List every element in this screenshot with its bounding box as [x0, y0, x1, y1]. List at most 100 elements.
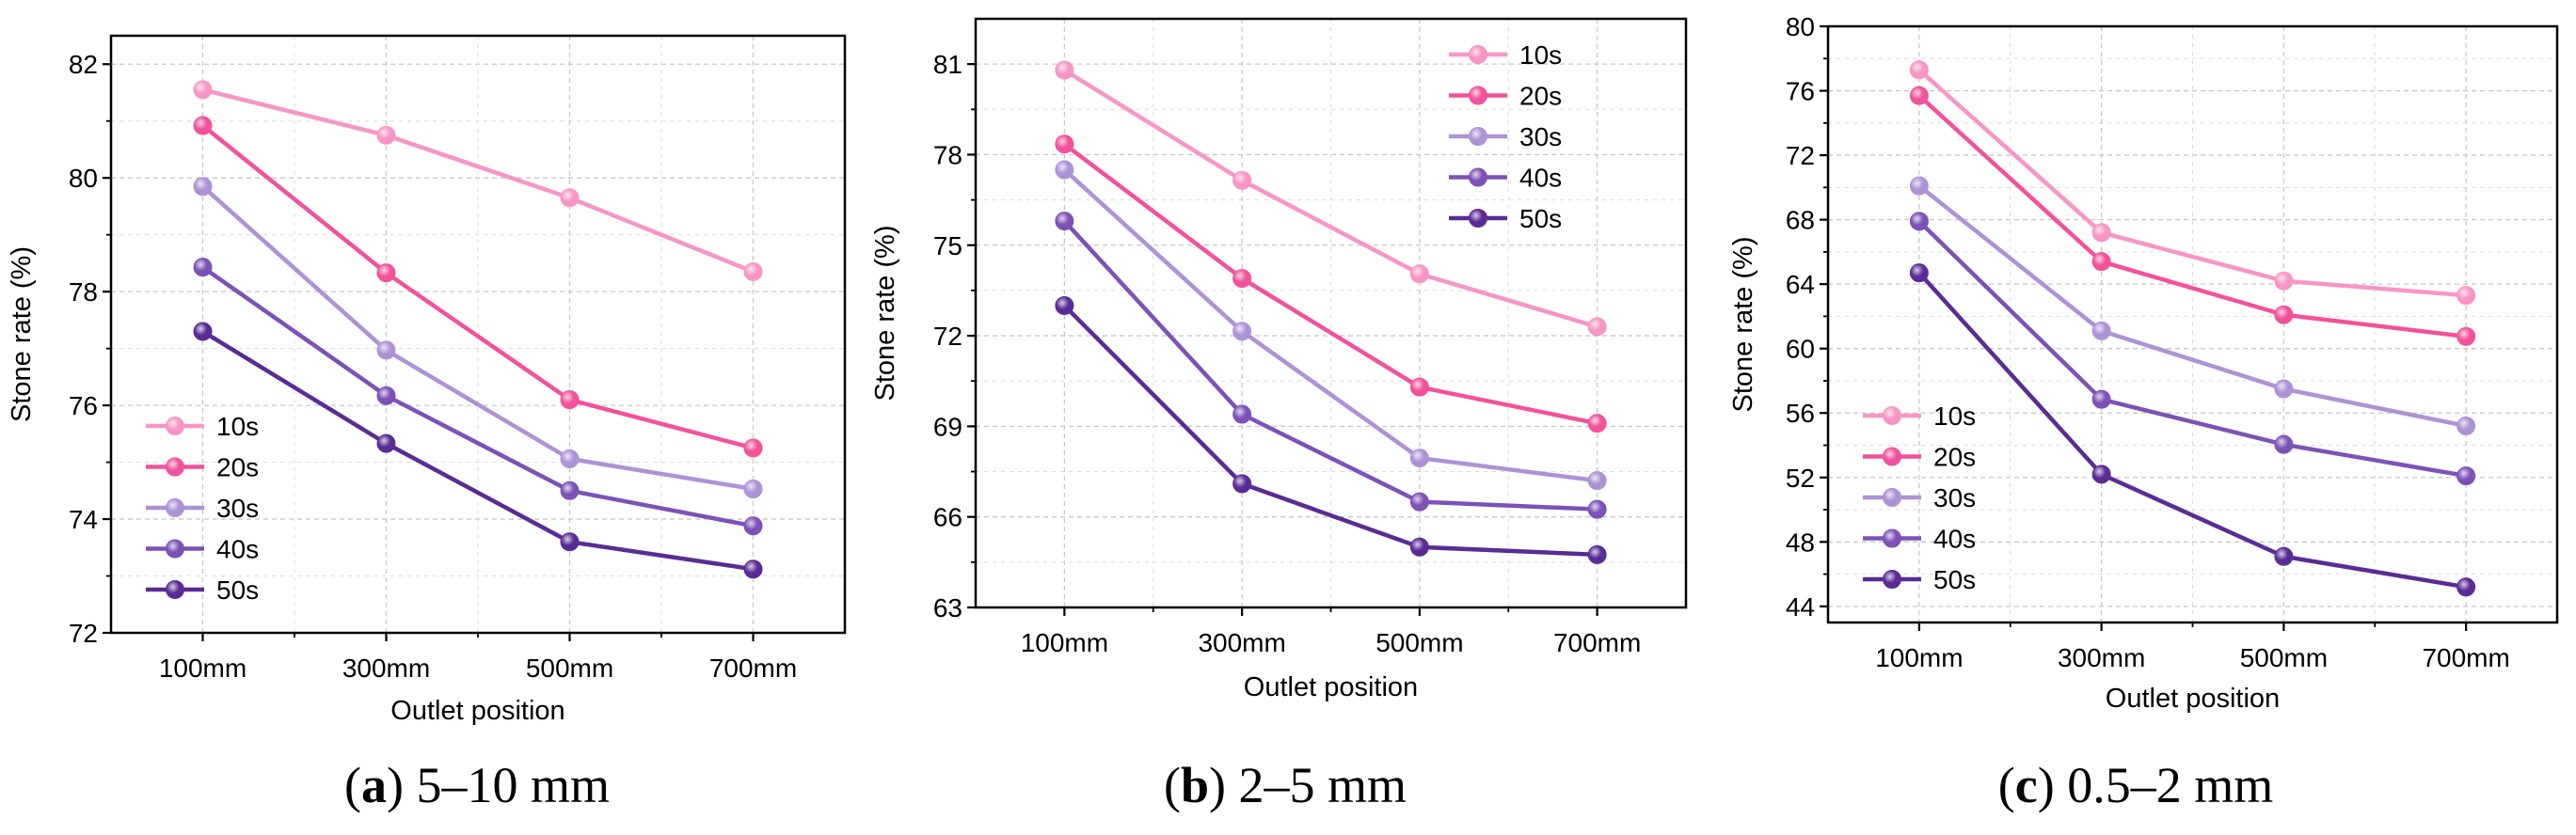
- chart-b-point-20s: [1055, 134, 1074, 154]
- chart-a-xtick-label: 500mm: [526, 654, 613, 683]
- chart-c-legend-label-30s: 30s: [1933, 483, 1976, 512]
- chart-b-point-50s: [1232, 474, 1252, 494]
- chart-c-series-line-20s: [1917, 94, 2467, 339]
- chart-b-legend-marker-20s: [1469, 86, 1487, 105]
- chart-a-xtick-label: 700mm: [709, 654, 797, 683]
- chart-c-point-40s: [2091, 389, 2111, 409]
- chart-b-legend-marker-40s: [1469, 167, 1487, 187]
- chart-b-legend-label-50s: 50s: [1519, 204, 1562, 233]
- chart-c-point-20s: [2457, 326, 2476, 346]
- chart-a-legend-marker-20s: [166, 457, 184, 477]
- chart-b-ytick-label: 78: [933, 140, 962, 169]
- chart-c-legend-label-50s: 50s: [1933, 565, 1976, 594]
- chart-a-point-30s: [193, 177, 213, 197]
- chart-a-point-40s: [560, 481, 580, 500]
- chart-b-series-line-50s: [1062, 304, 1598, 558]
- chart-c-legend-marker-40s: [1883, 528, 1901, 548]
- chart-b-legend-label-20s: 20s: [1519, 82, 1562, 111]
- caption-a-text: 5–10 mm: [416, 757, 610, 813]
- chart-a-series-line-20s: [201, 123, 755, 450]
- chart-b-legend-marker-50s: [1469, 209, 1487, 228]
- chart-b-series-line-20s: [1063, 142, 1598, 426]
- chart-b-point-40s: [1587, 499, 1607, 519]
- chart-a-ytick-label: 80: [69, 164, 98, 193]
- chart-c-ytick-label: 44: [1786, 592, 1815, 622]
- chart-a-point-30s: [743, 479, 763, 498]
- chart-c-point-50s: [2091, 465, 2111, 484]
- chart-b-ytick-label: 72: [933, 322, 962, 351]
- chart-b-point-50s: [1409, 537, 1429, 557]
- chart-a-legend-label-30s: 30s: [216, 494, 259, 523]
- chart-a-point-20s: [560, 390, 580, 410]
- chart-c-legend-marker-20s: [1883, 447, 1901, 466]
- chart-c-point-30s: [2457, 416, 2476, 435]
- chart-a-ytick-label: 76: [69, 391, 98, 420]
- chart-a-ylabel: Stone rate (%): [7, 246, 37, 422]
- chart-c-ytick-label: 76: [1786, 77, 1815, 106]
- chart-a-ytick-label: 78: [69, 277, 98, 307]
- chart-b-point-40s: [1055, 212, 1074, 231]
- chart-b-legend-label-30s: 30s: [1519, 122, 1562, 151]
- chart-c-point-30s: [2091, 321, 2111, 340]
- chart-c-series-line-30s: [1917, 183, 2467, 429]
- chart-c-legend-marker-30s: [1883, 488, 1901, 507]
- chart-c-ytick-label: 72: [1786, 141, 1815, 170]
- chart-c-point-10s: [2274, 271, 2294, 291]
- chart-b-point-20s: [1409, 377, 1429, 397]
- chart-c-point-30s: [1909, 176, 1929, 196]
- chart-c-point-20s: [1909, 86, 1929, 105]
- chart-b-point-10s: [1409, 264, 1429, 284]
- chart-a-legend-marker-40s: [166, 539, 184, 559]
- chart-a-point-10s: [193, 80, 213, 100]
- chart-a-point-20s: [743, 438, 763, 458]
- chart-c-point-10s: [2091, 223, 2111, 243]
- chart-a-ytick-label: 72: [69, 619, 98, 648]
- chart-c-point-50s: [2457, 577, 2476, 597]
- chart-c-series-line-50s: [1917, 271, 2467, 590]
- chart-b-series-line-30s: [1062, 167, 1598, 483]
- chart-a-legend-marker-50s: [166, 580, 184, 599]
- chart-c-legend-label-20s: 20s: [1933, 443, 1976, 472]
- chart-a-series-line-50s: [201, 329, 754, 572]
- chart-a-legend-marker-30s: [166, 498, 184, 517]
- chart-c-series-line-10s: [1917, 68, 2467, 298]
- chart-b-point-40s: [1409, 492, 1429, 512]
- chart-b-xtick-label: 500mm: [1375, 628, 1463, 657]
- chart-a-point-20s: [193, 116, 213, 135]
- chart-c-xtick-label: 100mm: [1875, 643, 1963, 672]
- chart-a-ytick-label: 74: [69, 505, 98, 534]
- chart-a-legend-label-10s: 10s: [216, 412, 259, 441]
- chart-a-point-40s: [743, 516, 763, 536]
- chart-a-legend-label-50s: 50s: [216, 575, 259, 605]
- chart-c-xtick-label: 300mm: [2058, 643, 2145, 672]
- caption-b-letter: b: [1180, 757, 1210, 813]
- chart-a-point-50s: [376, 433, 396, 453]
- chart-a-point-30s: [560, 449, 580, 468]
- chart-a-legend-label-40s: 40s: [216, 535, 259, 564]
- chart-b-point-10s: [1055, 60, 1074, 80]
- chart-a-point-10s: [376, 125, 396, 145]
- chart-b-xtick-label: 100mm: [1021, 628, 1108, 657]
- chart-b-point-40s: [1232, 404, 1252, 424]
- chart-c-ylabel: Stone rate (%): [1728, 237, 1758, 413]
- caption-c-letter: c: [2014, 757, 2038, 813]
- chart-a-point-30s: [376, 340, 396, 360]
- chart-b-point-20s: [1587, 414, 1607, 433]
- chart-c-ytick-label: 48: [1786, 528, 1815, 557]
- chart-c-point-20s: [2091, 252, 2111, 272]
- chart-a-point-50s: [193, 322, 213, 341]
- chart-b-ylabel: Stone rate (%): [870, 226, 900, 402]
- chart-c-point-20s: [2274, 305, 2294, 324]
- chart-c-legend-marker-10s: [1883, 406, 1901, 425]
- chart-a-xtick-label: 100mm: [159, 654, 246, 683]
- chart-b-legend-label-10s: 10s: [1519, 40, 1562, 70]
- chart-b-point-10s: [1587, 317, 1607, 337]
- chart-c-point-50s: [2274, 546, 2294, 566]
- chart-c-series-line-40s: [1917, 219, 2467, 479]
- chart-c-legend-label-10s: 10s: [1933, 402, 1976, 431]
- chart-b-ytick-label: 75: [933, 231, 962, 260]
- chart-b-ytick-label: 66: [933, 503, 962, 532]
- chart-a-point-20s: [376, 263, 396, 283]
- chart-c-ytick-label: 80: [1786, 12, 1815, 41]
